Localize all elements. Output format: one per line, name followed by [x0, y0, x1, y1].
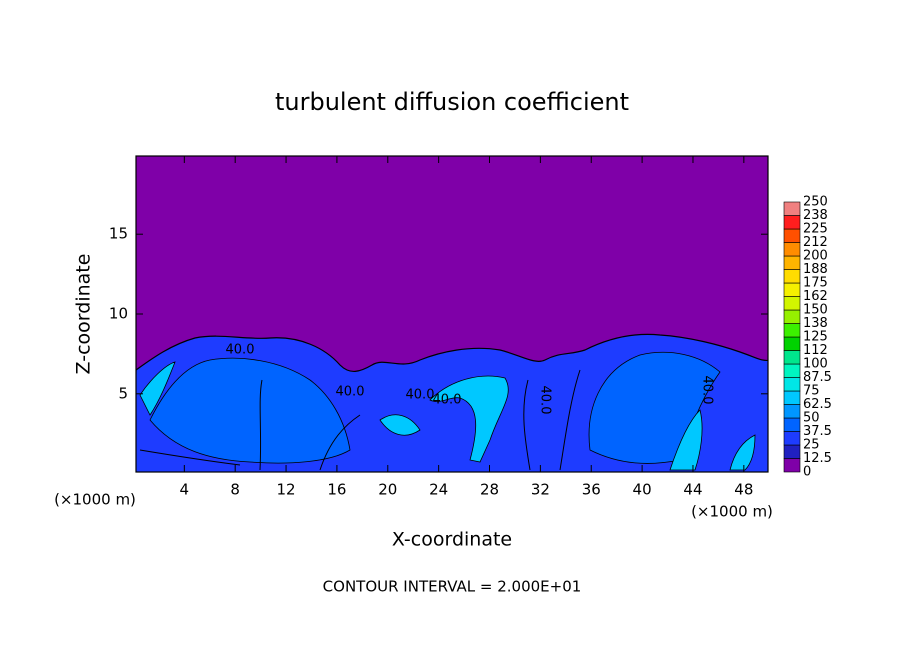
colorbar-label: 200: [803, 249, 828, 264]
colorbar-box: [783, 242, 801, 257]
colorbar-label: 62.5: [803, 397, 832, 412]
contour-label: 40.0: [433, 393, 462, 408]
colorbar-box: [783, 390, 801, 405]
colorbar-label: 25: [803, 438, 820, 453]
field-region: [139, 361, 756, 471]
colorbar-box: [783, 444, 801, 459]
y-unit: (×1000 m): [54, 491, 136, 509]
colorbar-label: 162: [803, 289, 828, 304]
x-tick-label: 16: [327, 481, 346, 499]
colorbar-label: 125: [803, 330, 828, 345]
colorbar-label: 12.5: [803, 451, 832, 466]
colorbar-label: 188: [803, 262, 828, 277]
x-tick-label: 36: [582, 481, 601, 499]
x-tick-label: 24: [429, 481, 448, 499]
colorbar-label: 238: [803, 208, 828, 223]
plot-area: 40.040.040.0 40.0 40.040.04 8 12 16 20 24 28 32 36…: [109, 155, 832, 499]
x-tick-label: 12: [277, 481, 296, 499]
x-tick-label: 40: [633, 481, 652, 499]
colorbar-label: 250: [803, 195, 828, 210]
x-tick-label: 48: [734, 481, 753, 499]
colorbar-box: [783, 377, 801, 392]
colorbar-label: 112: [803, 343, 828, 358]
colorbar-label: 50: [803, 411, 820, 426]
y-tick-label: 5: [118, 384, 128, 402]
contour-label: 40.0: [538, 386, 553, 415]
x-axis-label: X-coordinate: [392, 529, 512, 551]
contour-label: 40.0: [336, 385, 365, 400]
colorbar-label: 37.5: [803, 424, 832, 439]
colorbar-box: [783, 296, 801, 311]
x-tick-label: 4: [180, 481, 190, 499]
colorbar-label: 150: [803, 303, 828, 318]
contour-label: 40.0: [226, 343, 255, 358]
x-tick-label: 20: [378, 481, 397, 499]
x-tick-label: 8: [230, 481, 240, 499]
colorbar-box: [783, 269, 801, 284]
field: [136, 333, 768, 472]
colorbar-label: 212: [803, 235, 828, 250]
field-region: [139, 369, 581, 471]
colorbar-box: [783, 282, 801, 297]
y-tick-label: 10: [109, 305, 128, 323]
colorbar-label: 100: [803, 357, 828, 372]
x-tick-label: 32: [531, 481, 550, 499]
colorbar-label: 87.5: [803, 370, 832, 385]
x-unit: (×1000 m): [691, 503, 773, 521]
colorbar-label: 225: [803, 222, 828, 237]
colorbar-box: [783, 350, 801, 365]
colorbar-label: 75: [803, 384, 820, 399]
contour-label: 40.0: [700, 376, 715, 405]
field-region: [429, 375, 509, 463]
colorbar-box: [783, 323, 801, 338]
contour-label: 40.0: [406, 388, 435, 403]
y-axis-label: Z-coordinate: [73, 254, 95, 375]
chart-title: turbulent diffusion coefficient: [275, 88, 629, 116]
x-tick-label: 28: [480, 481, 499, 499]
colorbar-box: [783, 309, 801, 324]
colorbar-box: [783, 431, 801, 446]
colorbar-label: 138: [803, 316, 828, 331]
x-tick-label: 44: [683, 481, 702, 499]
contour-interval: CONTOUR INTERVAL = 2.000E+01: [323, 578, 582, 596]
colorbar-box: [783, 458, 801, 473]
colorbar-label: 175: [803, 276, 828, 291]
colorbar-box: [783, 336, 801, 351]
colorbar-label: 0: [803, 465, 811, 480]
colorbar-box: [783, 417, 801, 432]
colorbar-box: [783, 201, 801, 216]
colorbar-box: [783, 404, 801, 419]
field-region: [149, 357, 351, 464]
y-tick-label: 15: [109, 225, 128, 243]
colorbar-box: [783, 255, 801, 270]
colorbar-box: [783, 228, 801, 243]
colorbar-box: [783, 363, 801, 378]
colorbar-box: [783, 215, 801, 230]
